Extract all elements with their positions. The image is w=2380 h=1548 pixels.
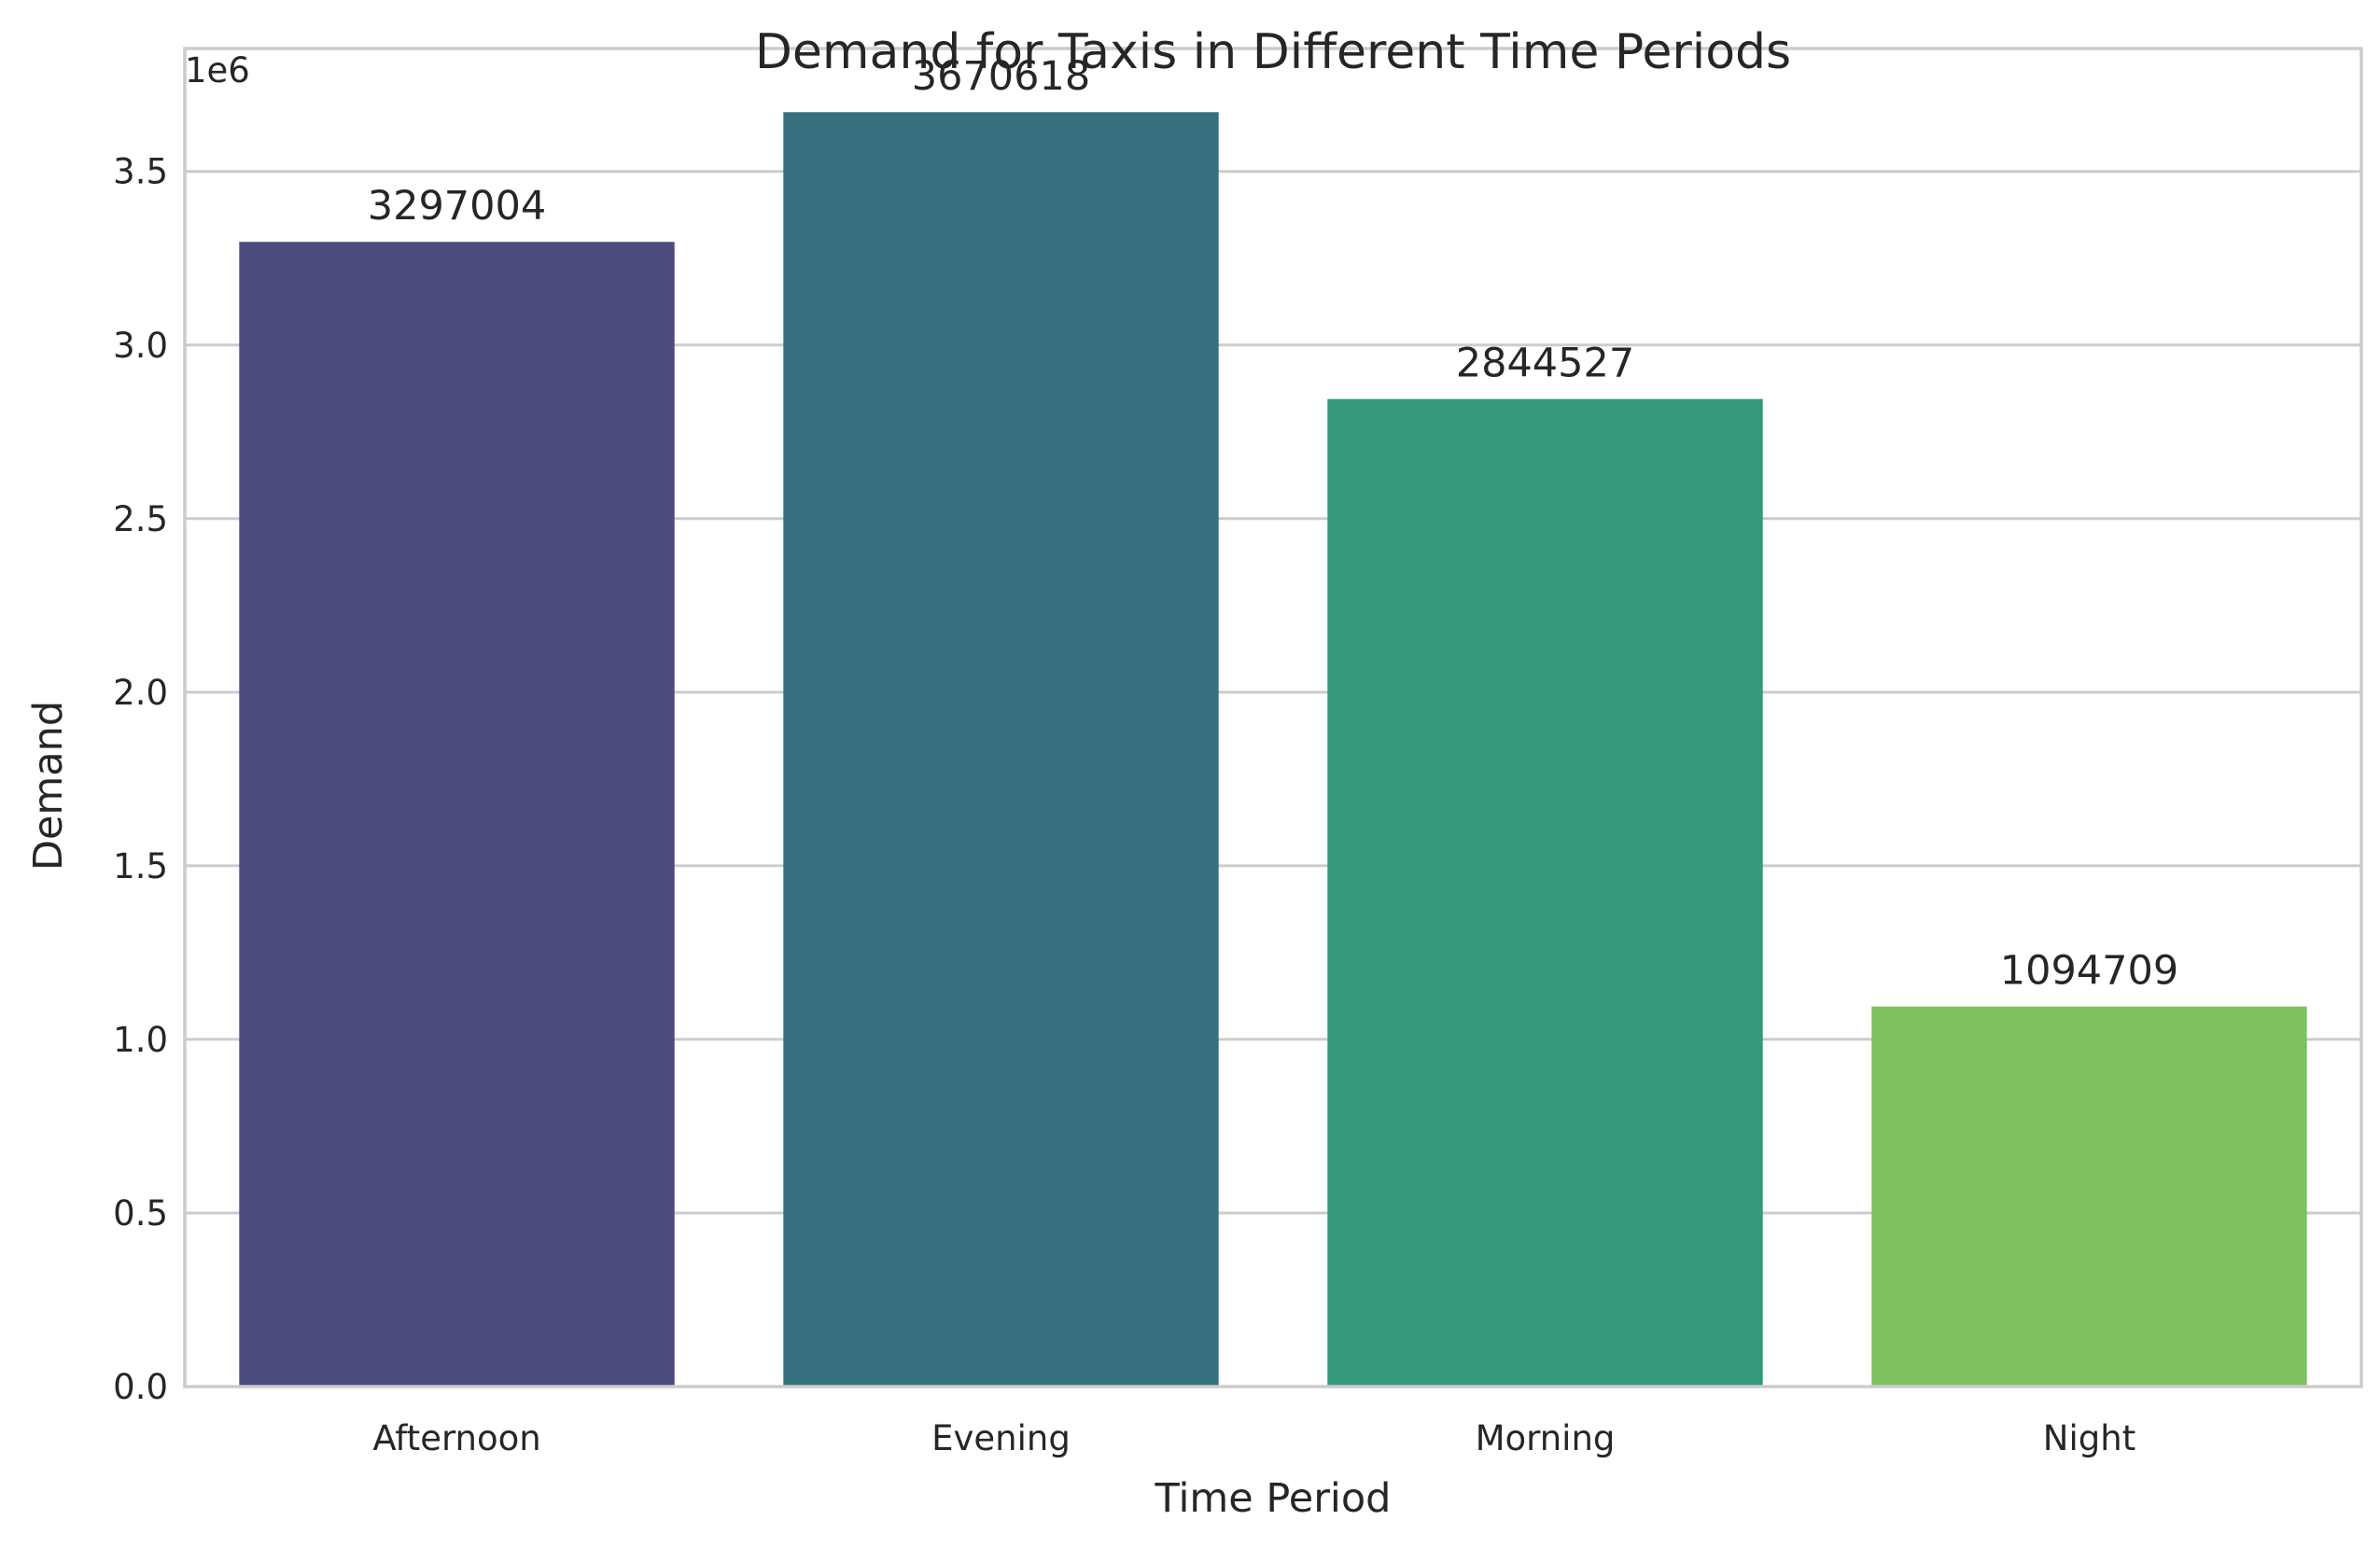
- y-tick-label: 0.5: [113, 1193, 168, 1234]
- y-axis-label: Demand: [25, 701, 72, 871]
- y-tick-label: 0.0: [113, 1367, 168, 1407]
- y-axis-ticks: 0.0 0.5 1.0 1.5 2.0 2.5 3.0 3.5: [113, 152, 168, 1407]
- data-label: 2844527: [1456, 341, 1635, 387]
- bar-morning: [1327, 398, 1763, 1387]
- x-tick-label: Night: [2043, 1418, 2135, 1458]
- x-tick-label: Evening: [931, 1418, 1071, 1458]
- y-tick-label: 1.5: [113, 846, 168, 886]
- data-labels: 3297004 3670618 2844527 1094709: [368, 53, 2179, 994]
- x-axis-ticks: Afternoon Evening Morning Night: [372, 1418, 2135, 1458]
- data-label: 3670618: [912, 53, 1091, 100]
- y-axis-offset-label: 1e6: [185, 50, 250, 91]
- y-tick-label: 2.0: [113, 673, 168, 713]
- bars: [239, 112, 2307, 1388]
- y-tick-label: 3.5: [113, 152, 168, 192]
- plot-frame: [183, 47, 2363, 1388]
- x-tick-label: Morning: [1476, 1418, 1616, 1458]
- bar-evening: [783, 112, 1219, 1388]
- bar-afternoon: [239, 242, 675, 1388]
- data-label: 1094709: [2000, 948, 2179, 995]
- y-tick-label: 1.0: [113, 1020, 168, 1060]
- y-tick-label: 3.0: [113, 326, 168, 366]
- x-tick-label: Afternoon: [372, 1418, 540, 1458]
- chart-title: Demand for Taxis in Different Time Perio…: [755, 24, 1791, 80]
- y-tick-label: 2.5: [113, 499, 168, 539]
- data-label: 3297004: [368, 183, 547, 230]
- x-axis-label: Time Period: [1155, 1475, 1392, 1522]
- bar-night: [1871, 1006, 2307, 1387]
